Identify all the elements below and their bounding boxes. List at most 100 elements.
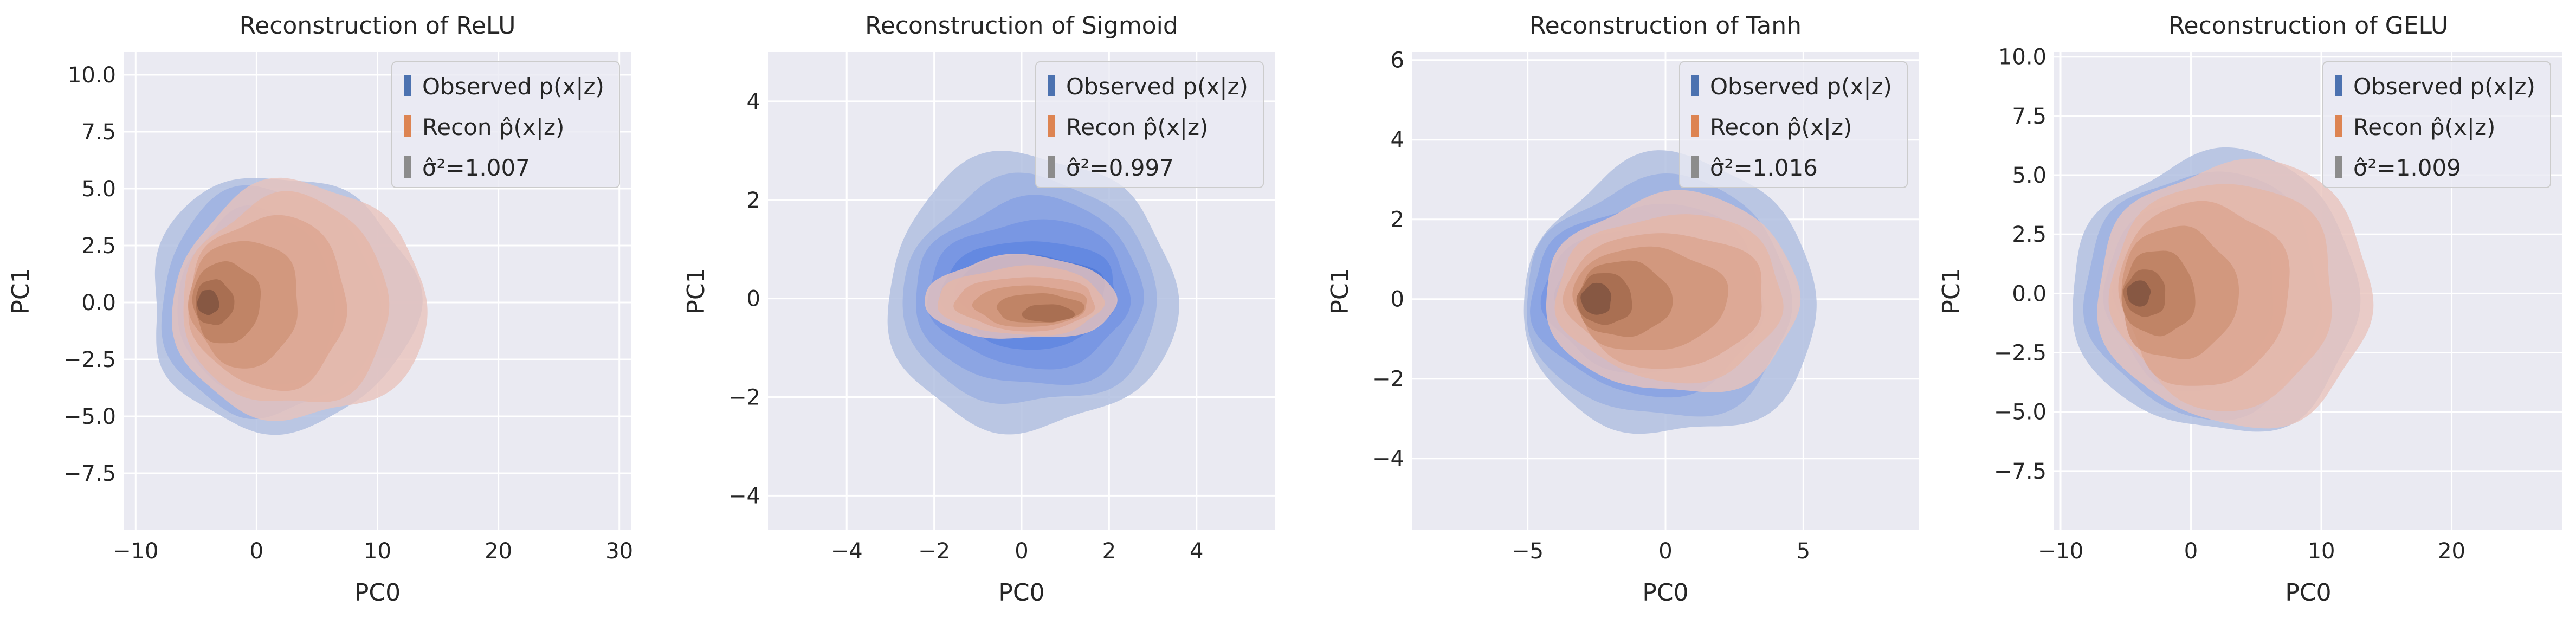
y-tick-label: 0 bbox=[747, 287, 760, 312]
legend-label: Observed p(x|z) bbox=[1710, 73, 1892, 100]
y-tick-label: −2 bbox=[1372, 367, 1404, 392]
legend-label: Recon p̂(x|z) bbox=[1710, 114, 1852, 140]
y-tick-label: 2.5 bbox=[81, 234, 116, 259]
panel-relu: −10 0 10 20 30 −7.5 −5.0 −2.5 0.0 2.5 5.0 7.5 10.0 R… bbox=[7, 12, 633, 607]
x-axis-label: PC0 bbox=[354, 579, 401, 607]
x-axis-label: PC0 bbox=[998, 579, 1044, 607]
x-tick-label: 0 bbox=[250, 539, 263, 564]
x-tick-label: 10 bbox=[364, 539, 391, 564]
y-axis-label: PC1 bbox=[682, 268, 710, 314]
legend-swatch bbox=[1691, 156, 1699, 178]
y-tick-label: 0.0 bbox=[81, 291, 116, 315]
x-tick-label: 30 bbox=[605, 539, 633, 564]
x-tick-label: 10 bbox=[2308, 539, 2335, 564]
legend-label: σ̂²=1.007 bbox=[422, 154, 530, 181]
x-axis-label: PC0 bbox=[2285, 579, 2331, 607]
x-tick-label: −4 bbox=[831, 539, 863, 564]
plot-area bbox=[887, 151, 1179, 435]
axes: −4 −2 0 2 4 −4 −2 0 2 4 bbox=[728, 52, 1275, 564]
legend-swatch bbox=[1691, 75, 1699, 96]
y-axis-label: PC1 bbox=[1938, 268, 1965, 314]
legend-label: Observed p(x|z) bbox=[422, 73, 604, 100]
y-tick-label: −2.5 bbox=[63, 347, 116, 372]
legend-swatch bbox=[2335, 75, 2342, 96]
panel-title: Reconstruction of ReLU bbox=[240, 12, 516, 40]
legend-swatch bbox=[404, 75, 411, 96]
x-tick-label: −10 bbox=[113, 539, 158, 564]
panel-title: Reconstruction of Sigmoid bbox=[865, 12, 1178, 40]
legend-swatch bbox=[404, 115, 411, 137]
legend-swatch bbox=[2335, 156, 2342, 178]
recon-density-level bbox=[1580, 282, 1612, 315]
legend-label: Observed p(x|z) bbox=[1066, 73, 1248, 100]
legend-box bbox=[1679, 61, 1908, 188]
x-tick-label: 2 bbox=[1102, 539, 1116, 564]
legend-swatch bbox=[1691, 115, 1699, 137]
recon-density-level bbox=[1022, 304, 1075, 323]
x-tick-label: 0 bbox=[1658, 539, 1672, 564]
x-tick-label: 0 bbox=[2184, 539, 2198, 564]
x-tick-label: −2 bbox=[918, 539, 950, 564]
y-tick-label: −4 bbox=[1372, 447, 1404, 472]
legend: Observed p(x|z) Recon p̂(x|z) σ̂²=0.997 bbox=[1035, 61, 1264, 188]
y-tick-label: 0 bbox=[1391, 287, 1404, 312]
legend-swatch bbox=[1048, 75, 1055, 96]
y-tick-label: 6 bbox=[1391, 48, 1404, 73]
x-axis-label: PC0 bbox=[1642, 579, 1688, 607]
plot-area bbox=[1523, 150, 1817, 434]
y-tick-label: 7.5 bbox=[2012, 104, 2046, 129]
panel-sigmoid: −4 −2 0 2 4 −4 −2 0 2 4 Reconstruction of Sigmoid… bbox=[682, 12, 1275, 607]
legend-label: Recon p̂(x|z) bbox=[422, 114, 564, 140]
x-tick-label: 20 bbox=[2438, 539, 2465, 564]
panel-title: Reconstruction of GELU bbox=[2168, 12, 2448, 40]
x-tick-label: 5 bbox=[1797, 539, 1810, 564]
x-tick-label: 20 bbox=[485, 539, 512, 564]
legend-swatch bbox=[2335, 115, 2342, 137]
y-tick-label: −5.0 bbox=[1994, 400, 2046, 425]
legend: Observed p(x|z) Recon p̂(x|z) σ̂²=1.007 bbox=[391, 61, 620, 188]
panel-title: Reconstruction of Tanh bbox=[1529, 12, 1802, 40]
legend-swatch bbox=[1048, 156, 1055, 178]
y-tick-label: 4 bbox=[747, 89, 760, 114]
y-axis-label: PC1 bbox=[1326, 268, 1354, 314]
y-tick-label: 4 bbox=[1391, 128, 1404, 153]
y-tick-label: 10.0 bbox=[1998, 45, 2046, 70]
recon-density-level bbox=[197, 289, 219, 315]
recon-density-level bbox=[2126, 280, 2151, 307]
y-tick-label: 5.0 bbox=[81, 177, 116, 202]
legend-label: σ̂²=0.997 bbox=[1066, 154, 1174, 181]
y-tick-label: −7.5 bbox=[63, 461, 116, 486]
y-tick-label: −5.0 bbox=[63, 404, 116, 429]
y-tick-label: 5.0 bbox=[2012, 163, 2046, 188]
y-axis-label: PC1 bbox=[7, 268, 35, 314]
x-tick-label: 0 bbox=[1015, 539, 1028, 564]
y-tick-label: −4 bbox=[728, 484, 760, 508]
y-tick-label: 0.0 bbox=[2012, 281, 2046, 306]
y-tick-label: 10.0 bbox=[68, 63, 116, 88]
legend-swatch bbox=[404, 156, 411, 178]
y-tick-label: −2.5 bbox=[1994, 341, 2046, 366]
x-tick-label: 4 bbox=[1190, 539, 1203, 564]
x-tick-label: −10 bbox=[2038, 539, 2083, 564]
y-tick-label: 2.5 bbox=[2012, 222, 2046, 247]
legend-label: Observed p(x|z) bbox=[2353, 73, 2535, 100]
legend-box bbox=[2322, 61, 2551, 188]
legend-box bbox=[391, 61, 620, 188]
plot-area bbox=[2072, 147, 2374, 432]
y-tick-label: 2 bbox=[747, 188, 760, 213]
legend: Observed p(x|z) Recon p̂(x|z) σ̂²=1.016 bbox=[1679, 61, 1908, 188]
plot-area bbox=[154, 177, 428, 435]
panel-gelu: −10 0 10 20 −7.5 −5.0 −2.5 0.0 2.5 5.0 7.5 10.0 Rec… bbox=[1938, 12, 2562, 607]
x-tick-label: −5 bbox=[1512, 539, 1544, 564]
legend: Observed p(x|z) Recon p̂(x|z) σ̂²=1.009 bbox=[2322, 61, 2551, 188]
axes: −5 0 5 −4 −2 0 2 4 6 bbox=[1372, 48, 1919, 564]
y-tick-label: 7.5 bbox=[81, 120, 116, 145]
legend-label: σ̂²=1.016 bbox=[1710, 154, 1818, 181]
legend-label: σ̂²=1.009 bbox=[2353, 154, 2461, 181]
y-tick-label: −2 bbox=[728, 385, 760, 410]
legend-label: Recon p̂(x|z) bbox=[2353, 114, 2495, 140]
legend-box bbox=[1035, 61, 1264, 188]
y-tick-label: −7.5 bbox=[1994, 459, 2046, 484]
